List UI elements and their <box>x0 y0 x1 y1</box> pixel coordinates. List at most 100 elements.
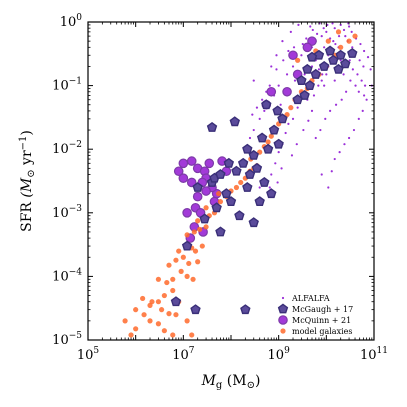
point-mcgaugh-17 <box>318 60 330 71</box>
point-alfalfa <box>320 173 323 176</box>
point-model-galaxies <box>325 38 331 44</box>
point-alfalfa <box>284 131 287 135</box>
point-alfalfa <box>248 136 252 140</box>
plot-frame <box>87 21 375 341</box>
point-model-galaxies <box>141 312 147 318</box>
point-alfalfa <box>333 27 336 30</box>
point-mcgaugh-17 <box>306 51 318 62</box>
point-model-galaxies <box>192 248 199 254</box>
point-alfalfa <box>315 32 319 35</box>
point-alfalfa <box>320 35 323 38</box>
point-alfalfa <box>345 90 348 93</box>
point-alfalfa <box>362 65 365 68</box>
x-tick-label: 105 <box>77 346 100 363</box>
point-alfalfa <box>296 106 299 109</box>
point-model-galaxies <box>180 254 186 260</box>
x-tick-label: 109 <box>268 346 291 363</box>
point-mcquinn-21 <box>178 158 189 169</box>
point-alfalfa <box>291 65 295 68</box>
point-mcgaugh-17 <box>211 202 222 213</box>
point-alfalfa <box>270 173 273 176</box>
point-model-galaxies <box>178 268 184 274</box>
point-alfalfa <box>351 46 354 49</box>
point-alfalfa <box>293 79 297 82</box>
point-alfalfa <box>343 143 346 146</box>
point-alfalfa <box>268 84 271 87</box>
point-alfalfa <box>287 49 290 53</box>
point-mcgaugh-17 <box>304 80 316 91</box>
point-mcgaugh-17 <box>215 169 226 179</box>
point-mcgaugh-17 <box>242 143 253 154</box>
point-alfalfa <box>323 46 326 49</box>
point-alfalfa <box>339 23 342 27</box>
point-alfalfa <box>292 46 296 49</box>
point-alfalfa <box>258 186 261 189</box>
point-model-galaxies <box>352 33 358 39</box>
y-tick-label: 10−3 <box>52 204 82 221</box>
point-alfalfa <box>310 109 314 113</box>
point-mcquinn-21 <box>178 173 189 183</box>
point-alfalfa <box>369 68 372 71</box>
point-model-galaxies <box>238 179 244 186</box>
point-alfalfa <box>333 157 336 161</box>
point-alfalfa <box>325 73 328 76</box>
point-alfalfa <box>347 136 351 140</box>
point-model-galaxies <box>170 332 176 338</box>
point-alfalfa <box>317 68 321 71</box>
point-mcgaugh-17 <box>251 162 263 173</box>
point-model-galaxies <box>161 328 167 334</box>
point-mcgaugh-17 <box>170 296 182 307</box>
point-alfalfa <box>360 79 363 82</box>
point-alfalfa <box>333 79 336 82</box>
legend-marker-model-galaxies <box>280 328 286 334</box>
point-alfalfa <box>277 84 280 87</box>
chart-legend: ALFALFA McGaugh + 17 McQuinn + 21 model gal… <box>277 294 353 336</box>
legend-label-alfalfa: ALFALFA <box>291 294 330 303</box>
point-model-galaxies <box>184 232 190 238</box>
point-alfalfa <box>274 162 277 165</box>
point-model-galaxies <box>346 38 352 44</box>
legend-label-model-galaxies: model galaxies <box>292 327 353 336</box>
point-alfalfa <box>344 35 347 38</box>
x-axis-ticks: 105 107 109 1011 <box>77 22 388 363</box>
point-alfalfa <box>276 181 279 184</box>
point-mcgaugh-17 <box>256 132 268 143</box>
point-model-galaxies <box>197 226 203 232</box>
point-alfalfa <box>302 128 305 132</box>
point-mcquinn-21 <box>182 208 192 218</box>
point-alfalfa <box>322 27 325 30</box>
point-model-galaxies <box>216 191 222 197</box>
point-model-galaxies <box>155 321 162 327</box>
point-model-galaxies <box>184 273 190 279</box>
point-alfalfa <box>350 30 353 33</box>
point-model-galaxies <box>288 105 294 111</box>
point-alfalfa <box>342 73 345 76</box>
point-mcgaugh-17 <box>223 157 235 168</box>
point-alfalfa <box>334 42 337 46</box>
point-model-galaxies <box>203 224 209 230</box>
point-alfalfa <box>251 113 254 116</box>
point-alfalfa <box>268 186 271 189</box>
point-alfalfa <box>263 109 266 113</box>
point-alfalfa <box>320 79 323 82</box>
y-axis-label: SFR (M⊙ yr−1) <box>18 130 37 232</box>
point-model-galaxies <box>155 299 162 305</box>
point-alfalfa <box>342 28 346 32</box>
point-alfalfa <box>279 103 282 106</box>
point-model-galaxies <box>184 318 190 324</box>
point-alfalfa <box>363 84 367 87</box>
point-mcquinn-21 <box>288 50 298 61</box>
point-alfalfa <box>285 73 289 76</box>
point-mcgaugh-17 <box>237 157 249 168</box>
point-mcgaugh-17 <box>299 89 310 100</box>
point-mcgaugh-17 <box>215 226 226 237</box>
point-mcgaugh-17 <box>262 143 274 154</box>
point-alfalfa <box>252 128 255 132</box>
point-alfalfa <box>357 117 360 120</box>
point-alfalfa <box>361 109 364 113</box>
point-mcgaugh-17 <box>231 165 242 176</box>
point-model-galaxies <box>147 302 153 308</box>
legend-marker-alfalfa <box>281 296 285 300</box>
point-alfalfa <box>319 128 322 132</box>
point-model-galaxies <box>195 259 201 265</box>
